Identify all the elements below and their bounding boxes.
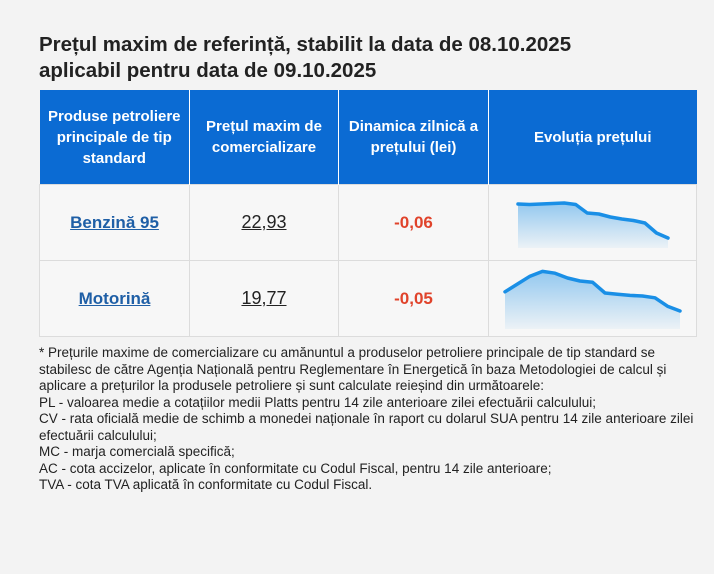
- footnotes: * Prețurile maxime de comercializare cu …: [39, 345, 699, 494]
- footnote-intro: * Prețurile maxime de comercializare cu …: [39, 345, 667, 393]
- price-sparkline: [515, 201, 670, 248]
- price-table: Produse petroliere principale de tip sta…: [39, 90, 697, 337]
- footnote-ac: AC - cota accizelor, aplicate în conform…: [39, 460, 552, 476]
- footnote-cv: CV - rata oficială medie de schimb a mon…: [39, 411, 694, 443]
- table-header-row: Produse petroliere principale de tip sta…: [39, 90, 697, 185]
- price-panel: Prețul maxim de referință, stabilit la d…: [39, 32, 699, 494]
- product-cell: Benzină 95: [39, 184, 190, 261]
- max-price-value: 22,93: [241, 212, 287, 232]
- sparkline-area: [517, 203, 668, 248]
- column-header-products: Produse petroliere principale de tip sta…: [39, 90, 190, 185]
- column-header-max-price: Prețul maxim de comercializare: [189, 90, 339, 185]
- title-line-1: Prețul maxim de referință, stabilit la d…: [39, 33, 572, 56]
- sparkline-cell: [488, 260, 697, 337]
- footnote-pl: PL - valoarea medie a cotațiilor medii P…: [39, 394, 597, 410]
- daily-change-value: -0,05: [394, 288, 433, 308]
- price-sparkline: [502, 269, 682, 329]
- column-header-price-evolution: Evoluția prețului: [488, 90, 697, 185]
- product-cell: Motorină: [39, 260, 190, 337]
- page-title: Prețul maxim de referință, stabilit la d…: [39, 32, 696, 84]
- sparkline-line: [502, 269, 682, 313]
- table-row: Motorină 19,77 -0,05: [39, 260, 697, 337]
- title-line-2: aplicabil pentru data de 09.10.2025: [39, 59, 377, 82]
- sparkline-cell: [488, 184, 697, 261]
- daily-change-value: -0,06: [394, 212, 433, 232]
- max-price-value: 19,77: [241, 288, 287, 308]
- sparkline-area: [504, 271, 680, 329]
- delta-cell: -0,05: [338, 260, 489, 337]
- product-link-motorina[interactable]: Motorină: [78, 288, 151, 308]
- delta-cell: -0,06: [338, 184, 489, 261]
- product-link-benzina-95[interactable]: Benzină 95: [70, 212, 159, 232]
- price-cell: 19,77: [189, 260, 339, 337]
- footnote-mc: MC - marja comercială specifică;: [39, 444, 235, 459]
- table-row: Benzină 95 22,93 -0,06: [39, 184, 697, 261]
- column-header-daily-change: Dinamica zilnică a prețului (lei): [338, 90, 489, 185]
- footnote-tva: TVA - cota TVA aplicată în conformitate …: [39, 477, 373, 492]
- price-cell: 22,93: [189, 184, 339, 261]
- sparkline-line: [515, 201, 670, 240]
